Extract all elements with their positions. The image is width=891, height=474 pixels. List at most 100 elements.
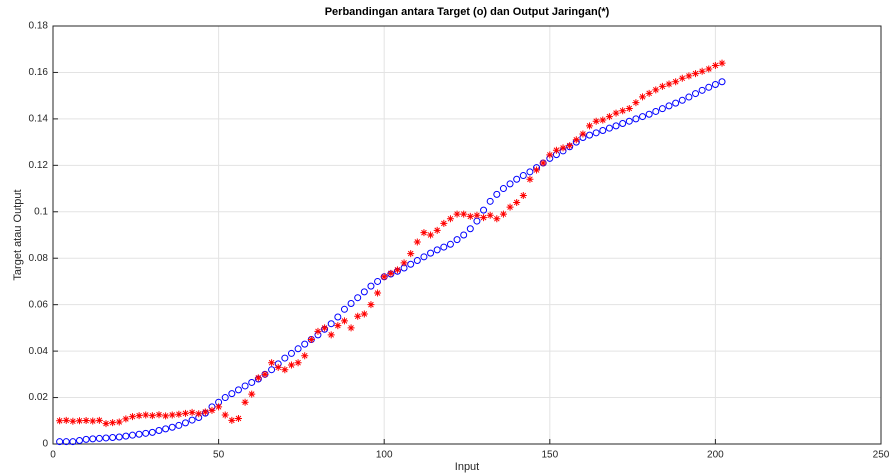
output-marker xyxy=(711,61,719,69)
target-marker xyxy=(466,225,474,233)
y-tick-label: 0.04 xyxy=(29,346,49,357)
output-marker xyxy=(586,122,594,130)
output-marker xyxy=(420,229,428,237)
y-tick-label: 0.06 xyxy=(29,299,49,310)
output-marker xyxy=(393,266,401,274)
target-marker xyxy=(506,180,514,188)
output-marker xyxy=(566,142,574,150)
output-marker xyxy=(75,417,83,425)
target-marker xyxy=(453,236,461,244)
output-marker xyxy=(433,226,441,234)
output-marker xyxy=(347,324,355,332)
target-marker xyxy=(367,282,375,290)
target-marker xyxy=(181,419,189,427)
target-marker xyxy=(480,206,488,214)
x-tick-label: 100 xyxy=(376,450,393,461)
target-marker xyxy=(175,421,183,429)
output-marker xyxy=(188,408,196,416)
target-marker xyxy=(89,435,97,443)
output-marker xyxy=(672,78,680,86)
target-marker xyxy=(340,305,348,313)
output-marker xyxy=(486,211,494,219)
target-marker xyxy=(268,366,276,374)
output-marker xyxy=(261,370,269,378)
output-marker xyxy=(268,359,276,367)
output-marker xyxy=(162,412,170,420)
target-marker xyxy=(586,131,594,139)
target-marker xyxy=(413,257,421,265)
target-marker xyxy=(711,81,719,89)
output-marker xyxy=(122,415,130,423)
output-marker xyxy=(705,65,713,73)
target-marker xyxy=(639,113,647,121)
target-marker xyxy=(632,115,640,123)
target-marker xyxy=(446,240,454,248)
output-marker xyxy=(175,410,183,418)
target-marker xyxy=(287,349,295,357)
output-marker xyxy=(645,89,653,97)
x-tick-label: 250 xyxy=(873,450,890,461)
output-marker xyxy=(307,336,315,343)
target-marker xyxy=(75,437,83,445)
output-marker xyxy=(625,104,633,112)
output-marker xyxy=(658,82,666,90)
output-marker xyxy=(274,363,282,371)
output-marker xyxy=(195,410,203,418)
output-marker xyxy=(314,327,322,335)
target-marker xyxy=(56,438,64,446)
output-marker xyxy=(632,99,640,107)
output-marker xyxy=(82,417,90,425)
output-marker xyxy=(102,420,110,428)
output-marker xyxy=(559,144,567,152)
target-marker xyxy=(605,124,613,132)
output-marker xyxy=(168,411,176,419)
output-marker xyxy=(181,409,189,417)
target-marker xyxy=(658,105,666,113)
target-marker xyxy=(665,102,673,110)
output-marker xyxy=(367,301,375,309)
output-marker xyxy=(499,210,507,218)
target-marker xyxy=(294,345,302,353)
output-marker xyxy=(56,417,64,425)
output-marker xyxy=(513,198,521,206)
output-marker xyxy=(692,70,700,78)
y-tick-label: 0.14 xyxy=(29,114,49,125)
output-marker xyxy=(221,411,229,419)
target-marker xyxy=(420,253,428,261)
output-marker xyxy=(539,159,547,167)
output-marker xyxy=(678,74,686,82)
target-marker xyxy=(234,386,242,394)
output-marker xyxy=(301,352,309,360)
output-marker xyxy=(155,411,163,419)
y-tick-label: 0.12 xyxy=(29,160,49,171)
output-marker xyxy=(407,250,415,258)
output-marker xyxy=(95,416,103,424)
output-marker xyxy=(413,238,421,246)
target-marker xyxy=(493,190,501,198)
target-marker xyxy=(513,175,521,183)
target-marker xyxy=(334,313,342,321)
target-marker xyxy=(327,320,335,328)
target-marker xyxy=(109,433,117,441)
output-marker xyxy=(254,374,262,382)
target-marker xyxy=(427,249,435,257)
output-marker xyxy=(446,215,454,223)
output-marker xyxy=(380,273,388,281)
y-tick-label: 0.08 xyxy=(29,253,49,264)
output-marker xyxy=(294,359,302,367)
y-tick-label: 0.18 xyxy=(29,21,49,32)
output-marker xyxy=(334,322,342,330)
output-marker xyxy=(387,269,395,277)
output-marker xyxy=(208,406,216,414)
target-marker xyxy=(433,246,441,254)
output-marker xyxy=(546,151,554,159)
target-marker xyxy=(460,231,468,239)
target-marker xyxy=(692,90,700,98)
target-marker xyxy=(672,99,680,107)
output-marker xyxy=(234,414,242,422)
target-marker xyxy=(612,122,620,130)
target-marker xyxy=(82,435,90,443)
target-marker xyxy=(301,340,309,348)
output-marker xyxy=(400,259,408,267)
